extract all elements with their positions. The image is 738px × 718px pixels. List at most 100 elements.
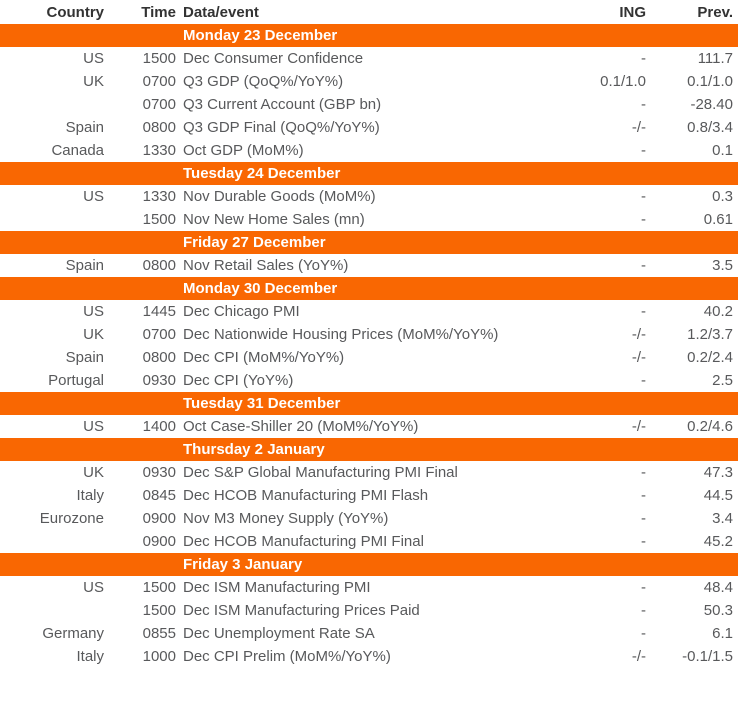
event-row: Canada 1330 Oct GDP (MoM%) - 0.1 xyxy=(0,139,738,162)
column-header-prev: Prev. xyxy=(697,3,733,21)
time-cell: 1445 xyxy=(142,303,176,320)
column-header-time: Time xyxy=(141,3,176,21)
prev-cell: 3.5 xyxy=(712,257,733,274)
event-cell: Dec CPI (MoM%/YoY%) xyxy=(183,349,345,366)
event-row: 0900 Dec HCOB Manufacturing PMI Final - … xyxy=(0,530,738,553)
ing-cell: - xyxy=(641,510,646,527)
time-cell: 0855 xyxy=(142,625,176,642)
prev-cell: -0.1/1.5 xyxy=(682,648,733,665)
time-cell: 0845 xyxy=(142,487,176,504)
prev-cell: 0.61 xyxy=(703,211,733,228)
date-section-title: Tuesday 24 December xyxy=(183,165,341,182)
event-row: 1500 Nov New Home Sales (mn) - 0.61 xyxy=(0,208,738,231)
country-cell: Portugal xyxy=(48,372,104,389)
time-cell: 1500 xyxy=(142,602,176,619)
date-section-title: Thursday 2 January xyxy=(183,441,325,458)
time-cell: 1330 xyxy=(142,142,176,159)
country-cell: Spain xyxy=(65,349,104,366)
time-cell: 0900 xyxy=(142,510,176,527)
time-cell: 0700 xyxy=(142,73,176,90)
country-cell: Italy xyxy=(76,487,104,504)
country-cell: Italy xyxy=(76,648,104,665)
prev-cell: 45.2 xyxy=(703,533,733,550)
event-cell: Dec S&P Global Manufacturing PMI Final xyxy=(183,464,458,481)
date-section-header: Friday 27 December xyxy=(0,231,738,254)
event-cell: Nov Durable Goods (MoM%) xyxy=(183,188,376,205)
date-section-header: Thursday 2 January xyxy=(0,438,738,461)
time-cell: 1500 xyxy=(142,211,176,228)
time-cell: 0700 xyxy=(142,326,176,343)
event-cell: Q3 GDP Final (QoQ%/YoY%) xyxy=(183,119,380,136)
column-header-ing: ING xyxy=(619,3,646,21)
event-row: Spain 0800 Q3 GDP Final (QoQ%/YoY%) -/- … xyxy=(0,116,738,139)
country-cell: US xyxy=(83,418,104,435)
prev-cell: 0.1 xyxy=(712,142,733,159)
country-cell: Germany xyxy=(42,625,104,642)
event-row: Italy 0845 Dec HCOB Manufacturing PMI Fl… xyxy=(0,484,738,507)
time-cell: 0800 xyxy=(142,119,176,136)
ing-cell: - xyxy=(641,142,646,159)
time-cell: 0800 xyxy=(142,257,176,274)
event-cell: Dec ISM Manufacturing Prices Paid xyxy=(183,602,420,619)
ing-cell: -/- xyxy=(631,418,646,435)
country-cell: UK xyxy=(83,326,104,343)
country-cell: US xyxy=(83,50,104,67)
event-row: US 1445 Dec Chicago PMI - 40.2 xyxy=(0,300,738,323)
event-row: 0700 Q3 Current Account (GBP bn) - -28.4… xyxy=(0,93,738,116)
event-row: US 1330 Nov Durable Goods (MoM%) - 0.3 xyxy=(0,185,738,208)
ing-cell: - xyxy=(641,625,646,642)
date-section-title: Monday 23 December xyxy=(183,27,338,44)
date-section-title: Friday 3 January xyxy=(183,556,303,573)
event-cell: Dec Unemployment Rate SA xyxy=(183,625,375,642)
column-header-event: Data/event xyxy=(183,3,259,21)
ing-cell: -/- xyxy=(631,119,646,136)
prev-cell: 0.3 xyxy=(712,188,733,205)
event-cell: Dec HCOB Manufacturing PMI Flash xyxy=(183,487,429,504)
prev-cell: 44.5 xyxy=(703,487,733,504)
column-header-country: Country xyxy=(46,3,105,21)
event-row: UK 0700 Q3 GDP (QoQ%/YoY%) 0.1/1.0 0.1/1… xyxy=(0,70,738,93)
prev-cell: -28.40 xyxy=(690,96,733,113)
event-row: US 1400 Oct Case-Shiller 20 (MoM%/YoY%) … xyxy=(0,415,738,438)
time-cell: 0930 xyxy=(142,372,176,389)
ing-cell: - xyxy=(641,579,646,596)
country-cell: UK xyxy=(83,73,104,90)
ing-cell: - xyxy=(641,188,646,205)
prev-cell: 50.3 xyxy=(703,602,733,619)
event-row: UK 0930 Dec S&P Global Manufacturing PMI… xyxy=(0,461,738,484)
ing-cell: - xyxy=(641,372,646,389)
time-cell: 0900 xyxy=(142,533,176,550)
event-row: UK 0700 Dec Nationwide Housing Prices (M… xyxy=(0,323,738,346)
event-cell: Nov New Home Sales (mn) xyxy=(183,211,365,228)
event-row: US 1500 Dec ISM Manufacturing PMI - 48.4 xyxy=(0,576,738,599)
prev-cell: 0.2/2.4 xyxy=(687,349,733,366)
country-cell: US xyxy=(83,188,104,205)
ing-cell: - xyxy=(641,96,646,113)
event-cell: Oct GDP (MoM%) xyxy=(183,142,304,159)
event-cell: Nov Retail Sales (YoY%) xyxy=(183,257,349,274)
event-cell: Oct Case-Shiller 20 (MoM%/YoY%) xyxy=(183,418,419,435)
prev-cell: 0.1/1.0 xyxy=(687,73,733,90)
time-cell: 0700 xyxy=(142,96,176,113)
date-section-title: Monday 30 December xyxy=(183,280,338,297)
event-row: Spain 0800 Dec CPI (MoM%/YoY%) -/- 0.2/2… xyxy=(0,346,738,369)
ing-cell: - xyxy=(641,464,646,481)
ing-cell: -/- xyxy=(631,648,646,665)
country-cell: Eurozone xyxy=(39,510,104,527)
prev-cell: 0.8/3.4 xyxy=(687,119,733,136)
date-section-header: Tuesday 31 December xyxy=(0,392,738,415)
country-cell: UK xyxy=(83,464,104,481)
time-cell: 1000 xyxy=(142,648,176,665)
event-cell: Dec Consumer Confidence xyxy=(183,50,364,67)
date-section-header: Monday 23 December xyxy=(0,24,738,47)
time-cell: 1500 xyxy=(142,50,176,67)
event-row: 1500 Dec ISM Manufacturing Prices Paid -… xyxy=(0,599,738,622)
prev-cell: 6.1 xyxy=(712,625,733,642)
event-cell: Dec HCOB Manufacturing PMI Final xyxy=(183,533,424,550)
ing-cell: - xyxy=(641,533,646,550)
ing-cell: 0.1/1.0 xyxy=(600,73,646,90)
ing-cell: - xyxy=(641,303,646,320)
prev-cell: 1.2/3.7 xyxy=(687,326,733,343)
event-cell: Dec CPI (YoY%) xyxy=(183,372,294,389)
event-cell: Dec Nationwide Housing Prices (MoM%/YoY%… xyxy=(183,326,499,343)
